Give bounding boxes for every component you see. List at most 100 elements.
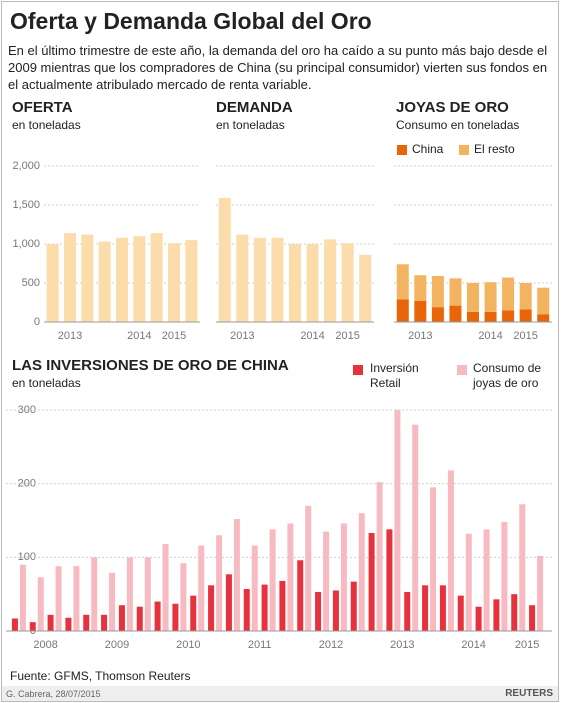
bar <box>368 533 375 631</box>
bar <box>185 240 198 322</box>
x-tick-label: 2015 <box>515 639 539 651</box>
y-tick-label: 500 <box>22 277 40 289</box>
bar <box>297 560 304 631</box>
bar <box>394 410 401 631</box>
bar-segment <box>396 264 409 300</box>
bar <box>359 254 372 322</box>
panel-subtitle: en toneladas <box>12 118 81 132</box>
bar <box>172 603 179 631</box>
bar <box>218 197 231 322</box>
bar <box>233 519 240 631</box>
bar-segment <box>449 305 462 322</box>
bar <box>126 557 133 631</box>
bar-segment <box>537 314 550 322</box>
x-tick-label: 2009 <box>105 639 129 651</box>
panel-title: LAS INVERSIONES DE ORO DE CHINA <box>12 357 289 374</box>
bar <box>168 243 180 322</box>
panel-subtitle: Consumo en toneladas <box>396 118 520 132</box>
x-tick-label: 2013 <box>390 639 414 651</box>
bar <box>65 617 72 631</box>
y-tick-label: 1,000 <box>12 238 40 250</box>
bar <box>180 563 187 631</box>
bar <box>332 590 339 631</box>
bar <box>37 577 44 631</box>
x-tick-label: 2013 <box>230 330 254 342</box>
bar-segment <box>414 300 427 322</box>
bar <box>376 482 383 631</box>
credit: G. Cabrera, 28/07/2015 <box>6 689 101 699</box>
legend-label: China <box>412 142 444 156</box>
panel-subtitle: en toneladas <box>12 376 81 390</box>
bar <box>101 614 108 631</box>
bar-segment <box>431 307 444 322</box>
bar <box>358 513 365 631</box>
bar <box>511 594 518 631</box>
bar <box>46 244 59 322</box>
bar <box>289 244 301 322</box>
bar <box>253 237 266 322</box>
bar-segment <box>414 275 427 301</box>
x-tick-label: 2012 <box>319 639 343 651</box>
bar <box>261 584 268 631</box>
bar <box>404 591 411 631</box>
bar <box>271 237 284 322</box>
bar <box>236 234 249 322</box>
bar <box>133 236 146 322</box>
legend-label: Inversión Retail <box>370 361 419 390</box>
bar <box>243 589 250 631</box>
bar <box>483 529 490 631</box>
bar <box>73 566 80 631</box>
bar <box>83 614 90 631</box>
bar <box>315 591 322 631</box>
x-tick-label: 2014 <box>300 330 324 342</box>
bar <box>208 585 215 631</box>
x-tick-label: 2015 <box>162 330 186 342</box>
bar-segment <box>431 275 444 308</box>
bar <box>350 581 357 631</box>
bar <box>305 505 312 631</box>
x-tick-label: 2014 <box>127 330 151 342</box>
bar <box>118 605 125 631</box>
panel-title: JOYAS DE ORO <box>396 99 509 116</box>
y-tick-label: 0 <box>34 316 40 328</box>
bar-segment <box>519 309 532 322</box>
bar <box>537 555 544 631</box>
bar-segment <box>467 283 479 312</box>
bar <box>501 521 508 631</box>
bar-segment <box>537 287 550 315</box>
legend-label: El resto <box>474 142 515 156</box>
bar <box>198 545 205 631</box>
x-tick-label: 2013 <box>408 330 432 342</box>
x-tick-label: 2011 <box>248 639 272 651</box>
bar <box>430 487 437 631</box>
footer-strip <box>2 686 558 701</box>
bar-segment <box>484 311 497 322</box>
y-tick-label: 2,000 <box>12 160 40 172</box>
bar <box>190 595 197 631</box>
bar-segment <box>467 311 479 322</box>
panel-subtitle: en toneladas <box>216 118 285 132</box>
bar <box>162 544 169 631</box>
bar <box>519 504 526 631</box>
bar <box>439 585 446 631</box>
legend-swatch <box>397 145 407 155</box>
legend-label: Consumo de joyas de oro <box>473 361 542 390</box>
bar <box>11 618 18 631</box>
bar <box>64 233 76 322</box>
panel-title: DEMANDA <box>216 99 293 116</box>
bar-segment <box>396 299 409 322</box>
logo: REUTERS <box>505 688 553 699</box>
bar-segment <box>502 277 515 311</box>
bar <box>340 523 347 631</box>
bar <box>29 622 36 631</box>
bar <box>287 523 294 631</box>
bar-segment <box>449 278 462 306</box>
bar <box>493 599 500 631</box>
bar <box>386 529 393 631</box>
bar <box>412 424 419 631</box>
bar <box>341 243 354 322</box>
x-tick-label: 2008 <box>33 639 57 651</box>
source: Fuente: GFMS, Thomson Reuters <box>10 669 191 683</box>
